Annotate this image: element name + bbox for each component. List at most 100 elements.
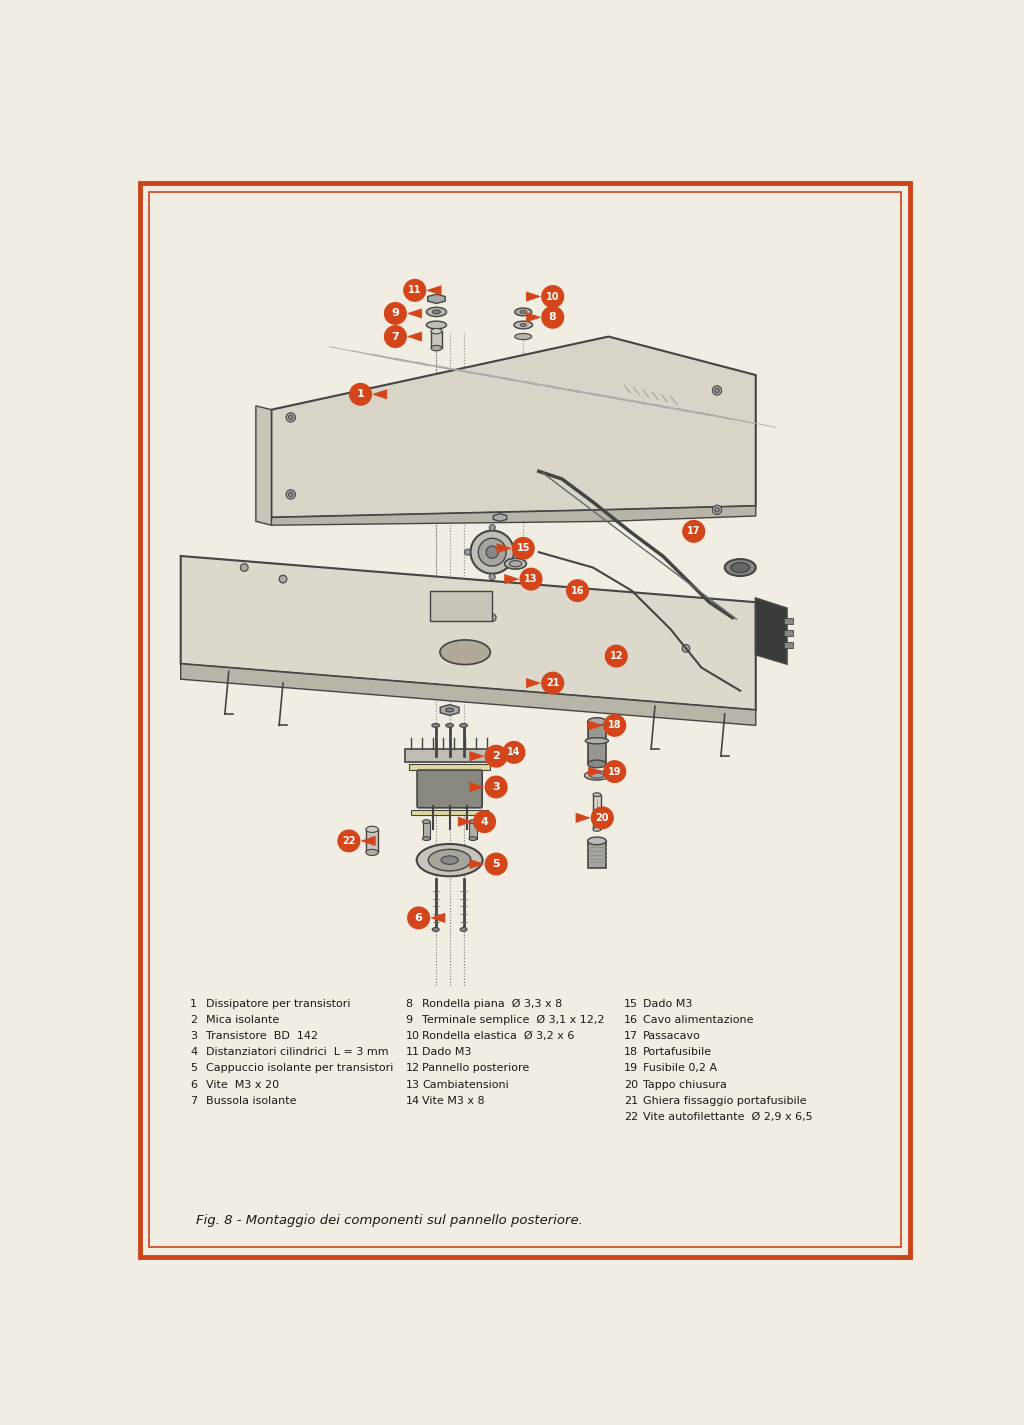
- Circle shape: [280, 576, 287, 583]
- Text: Dissipatore per transistori: Dissipatore per transistori: [206, 999, 350, 1009]
- Ellipse shape: [426, 308, 446, 316]
- Bar: [404, 748, 495, 762]
- Circle shape: [542, 673, 563, 694]
- Ellipse shape: [366, 826, 378, 832]
- Ellipse shape: [520, 311, 526, 314]
- Ellipse shape: [432, 928, 439, 932]
- Bar: [588, 721, 606, 764]
- Circle shape: [489, 574, 496, 580]
- Circle shape: [286, 490, 295, 499]
- Text: 19: 19: [608, 767, 622, 777]
- Ellipse shape: [509, 560, 521, 567]
- Text: 20: 20: [624, 1080, 638, 1090]
- Text: Bussola isolante: Bussola isolante: [206, 1096, 296, 1106]
- Text: 21: 21: [624, 1096, 638, 1106]
- Text: 12: 12: [406, 1063, 420, 1073]
- Ellipse shape: [588, 836, 606, 845]
- Ellipse shape: [586, 738, 608, 744]
- Polygon shape: [458, 817, 472, 826]
- Circle shape: [408, 908, 429, 929]
- Circle shape: [403, 279, 426, 301]
- Text: 18: 18: [608, 721, 622, 731]
- Polygon shape: [487, 748, 502, 757]
- Polygon shape: [431, 913, 445, 922]
- Circle shape: [289, 415, 293, 420]
- Circle shape: [465, 610, 473, 617]
- Ellipse shape: [431, 345, 442, 351]
- Circle shape: [478, 539, 506, 566]
- Polygon shape: [361, 836, 375, 845]
- Text: Fig. 8 - Montaggio dei componenti sul pannello posteriore.: Fig. 8 - Montaggio dei componenti sul pa…: [197, 1214, 583, 1227]
- Text: 4: 4: [190, 1047, 198, 1057]
- Circle shape: [605, 646, 627, 667]
- Text: Portafusibile: Portafusibile: [643, 1047, 713, 1057]
- Ellipse shape: [593, 792, 601, 797]
- Ellipse shape: [428, 849, 471, 871]
- Text: Mica isolante: Mica isolante: [206, 1015, 279, 1025]
- Circle shape: [385, 326, 407, 348]
- Circle shape: [592, 807, 613, 828]
- Ellipse shape: [460, 724, 467, 727]
- Circle shape: [442, 603, 450, 610]
- Polygon shape: [427, 286, 441, 295]
- Circle shape: [489, 524, 496, 530]
- Text: 17: 17: [624, 1032, 638, 1042]
- Polygon shape: [756, 598, 786, 664]
- Bar: [783, 643, 793, 648]
- Text: Cappuccio isolante per transistori: Cappuccio isolante per transistori: [206, 1063, 393, 1073]
- FancyBboxPatch shape: [417, 770, 482, 808]
- Ellipse shape: [445, 724, 454, 727]
- Polygon shape: [526, 292, 541, 301]
- Text: Passacavo: Passacavo: [643, 1032, 701, 1042]
- Text: Rondella piana  Ø 3,3 x 8: Rondella piana Ø 3,3 x 8: [423, 999, 563, 1009]
- Text: 13: 13: [524, 574, 538, 584]
- Polygon shape: [470, 859, 483, 869]
- Circle shape: [485, 854, 507, 875]
- Polygon shape: [373, 389, 387, 399]
- Circle shape: [338, 831, 359, 852]
- Text: Cambiatensioni: Cambiatensioni: [423, 1080, 509, 1090]
- Text: 12: 12: [609, 651, 623, 661]
- Polygon shape: [505, 574, 518, 584]
- Text: Ghiera fissaggio portafusibile: Ghiera fissaggio portafusibile: [643, 1096, 807, 1106]
- Text: Rondella elastica  Ø 3,2 x 6: Rondella elastica Ø 3,2 x 6: [423, 1032, 574, 1042]
- Circle shape: [464, 549, 471, 556]
- Polygon shape: [494, 513, 507, 522]
- Ellipse shape: [432, 724, 439, 727]
- Text: 17: 17: [687, 526, 700, 536]
- Polygon shape: [180, 556, 756, 710]
- Circle shape: [683, 520, 705, 542]
- Text: 13: 13: [406, 1080, 420, 1090]
- Text: 7: 7: [391, 332, 399, 342]
- Circle shape: [289, 492, 293, 497]
- Text: 5: 5: [190, 1063, 197, 1073]
- Bar: [783, 617, 793, 624]
- Bar: [430, 590, 493, 621]
- Ellipse shape: [445, 708, 454, 712]
- Bar: [366, 829, 378, 852]
- Ellipse shape: [441, 856, 458, 865]
- Text: 5: 5: [493, 859, 500, 869]
- Circle shape: [503, 741, 525, 764]
- Circle shape: [682, 644, 690, 653]
- Text: 6: 6: [190, 1080, 197, 1090]
- Circle shape: [520, 569, 542, 590]
- Bar: [410, 764, 489, 770]
- Text: 11: 11: [408, 285, 422, 295]
- Ellipse shape: [515, 308, 531, 316]
- Text: 11: 11: [406, 1047, 420, 1057]
- Text: 2: 2: [190, 1015, 198, 1025]
- Circle shape: [715, 388, 719, 393]
- Ellipse shape: [520, 323, 526, 326]
- Ellipse shape: [514, 321, 532, 329]
- Polygon shape: [428, 294, 445, 304]
- Ellipse shape: [590, 772, 604, 778]
- Text: 6: 6: [415, 913, 423, 923]
- Text: 8: 8: [549, 312, 557, 322]
- Ellipse shape: [725, 559, 756, 576]
- Ellipse shape: [431, 329, 442, 333]
- Text: Pannello posteriore: Pannello posteriore: [423, 1063, 529, 1073]
- Circle shape: [485, 777, 507, 798]
- Text: Terminale semplice  Ø 3,1 x 12,2: Terminale semplice Ø 3,1 x 12,2: [423, 1015, 605, 1025]
- Circle shape: [604, 761, 626, 782]
